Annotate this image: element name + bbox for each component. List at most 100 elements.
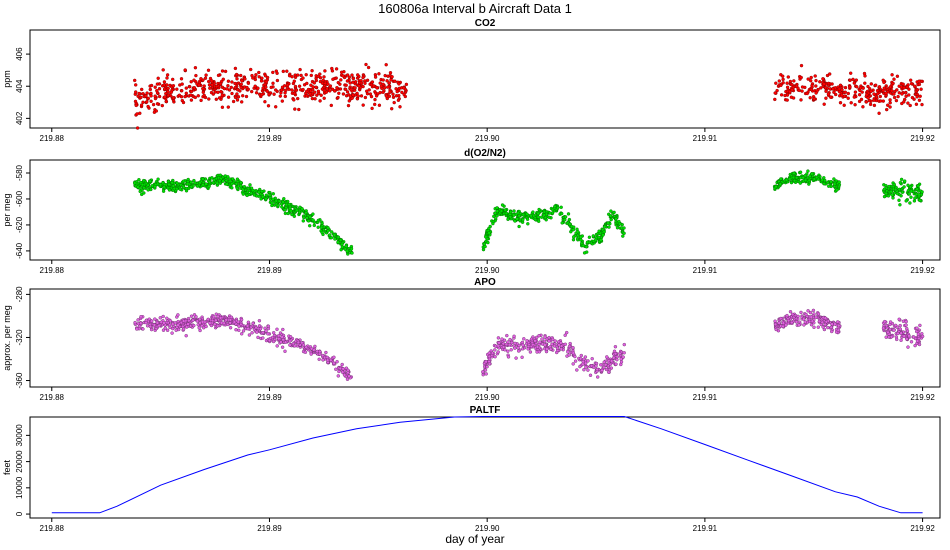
data-point — [537, 334, 541, 338]
data-point — [234, 328, 238, 332]
data-point — [152, 323, 157, 327]
data-point — [809, 323, 814, 327]
data-point — [788, 310, 793, 314]
data-point — [355, 97, 360, 101]
data-point — [328, 84, 333, 88]
data-point — [496, 350, 500, 354]
data-point — [311, 85, 315, 89]
data-point — [792, 79, 796, 83]
data-point — [516, 346, 520, 350]
data-point — [395, 89, 399, 94]
data-point — [492, 214, 496, 219]
data-point — [543, 215, 548, 220]
data-point — [895, 74, 900, 79]
data-point — [202, 84, 206, 88]
data-point — [812, 97, 816, 101]
data-point — [221, 77, 226, 82]
data-point — [272, 331, 276, 335]
data-point — [915, 329, 919, 334]
data-point — [892, 77, 896, 81]
data-point — [814, 84, 818, 88]
data-point — [400, 90, 404, 95]
data-point — [263, 99, 267, 104]
data-point — [162, 80, 167, 84]
data-point — [222, 86, 227, 91]
data-point — [589, 364, 594, 368]
data-point — [889, 189, 893, 194]
data-point — [594, 361, 599, 366]
data-point — [267, 92, 271, 97]
data-point — [253, 77, 258, 82]
data-point — [176, 323, 180, 327]
data-point — [813, 74, 817, 78]
data-point — [345, 249, 349, 253]
data-point — [215, 324, 220, 328]
data-point — [920, 102, 924, 107]
data-point — [257, 319, 262, 323]
data-point — [359, 94, 364, 98]
data-point — [806, 169, 810, 173]
data-point — [572, 235, 576, 239]
data-point — [602, 360, 606, 364]
data-point — [319, 93, 323, 98]
data-point — [145, 100, 149, 104]
data-point — [481, 247, 486, 252]
data-point — [553, 204, 557, 209]
data-point — [204, 324, 208, 329]
data-point — [916, 184, 920, 188]
data-point — [342, 373, 347, 377]
data-point — [526, 222, 530, 226]
data-point — [202, 93, 206, 98]
data-point — [153, 85, 157, 89]
data-point — [271, 192, 275, 196]
data-point — [843, 85, 848, 90]
data-point — [347, 374, 351, 378]
data-point — [874, 83, 878, 87]
data-point — [601, 233, 605, 237]
data-point — [153, 184, 157, 189]
data-point — [501, 345, 506, 349]
data-point — [329, 235, 334, 240]
data-point — [495, 214, 499, 218]
data-point — [889, 335, 894, 339]
data-point — [888, 320, 893, 324]
data-point — [296, 96, 300, 101]
data-point — [818, 80, 822, 84]
panel-title: APO — [474, 277, 496, 288]
data-point — [585, 240, 590, 245]
data-point — [166, 93, 171, 98]
data-point — [287, 73, 292, 78]
data-point — [808, 95, 812, 100]
data-point — [817, 319, 822, 324]
data-point — [797, 88, 801, 93]
data-point — [897, 198, 901, 203]
data-point — [500, 203, 505, 207]
data-point — [274, 105, 278, 109]
data-point — [336, 95, 340, 100]
data-point — [181, 185, 186, 190]
data-point — [899, 85, 904, 89]
data-point — [487, 362, 492, 366]
data-point — [195, 184, 200, 188]
data-point — [293, 84, 298, 89]
data-point — [553, 339, 557, 343]
data-point — [322, 96, 326, 101]
data-point — [833, 322, 837, 326]
data-point — [903, 91, 908, 95]
data-point — [148, 179, 152, 183]
data-point — [388, 90, 392, 94]
data-point — [805, 91, 809, 96]
data-point — [779, 177, 783, 181]
x-tick-label: 219.92 — [910, 266, 935, 275]
data-point — [799, 98, 803, 102]
data-point — [827, 184, 831, 188]
data-point — [822, 102, 826, 106]
data-point — [539, 215, 544, 219]
data-point — [482, 242, 487, 246]
data-point — [531, 210, 535, 214]
data-point — [586, 359, 590, 363]
data-point — [556, 205, 560, 210]
data-point — [509, 210, 513, 214]
data-point — [508, 337, 512, 342]
data-point — [896, 94, 900, 99]
